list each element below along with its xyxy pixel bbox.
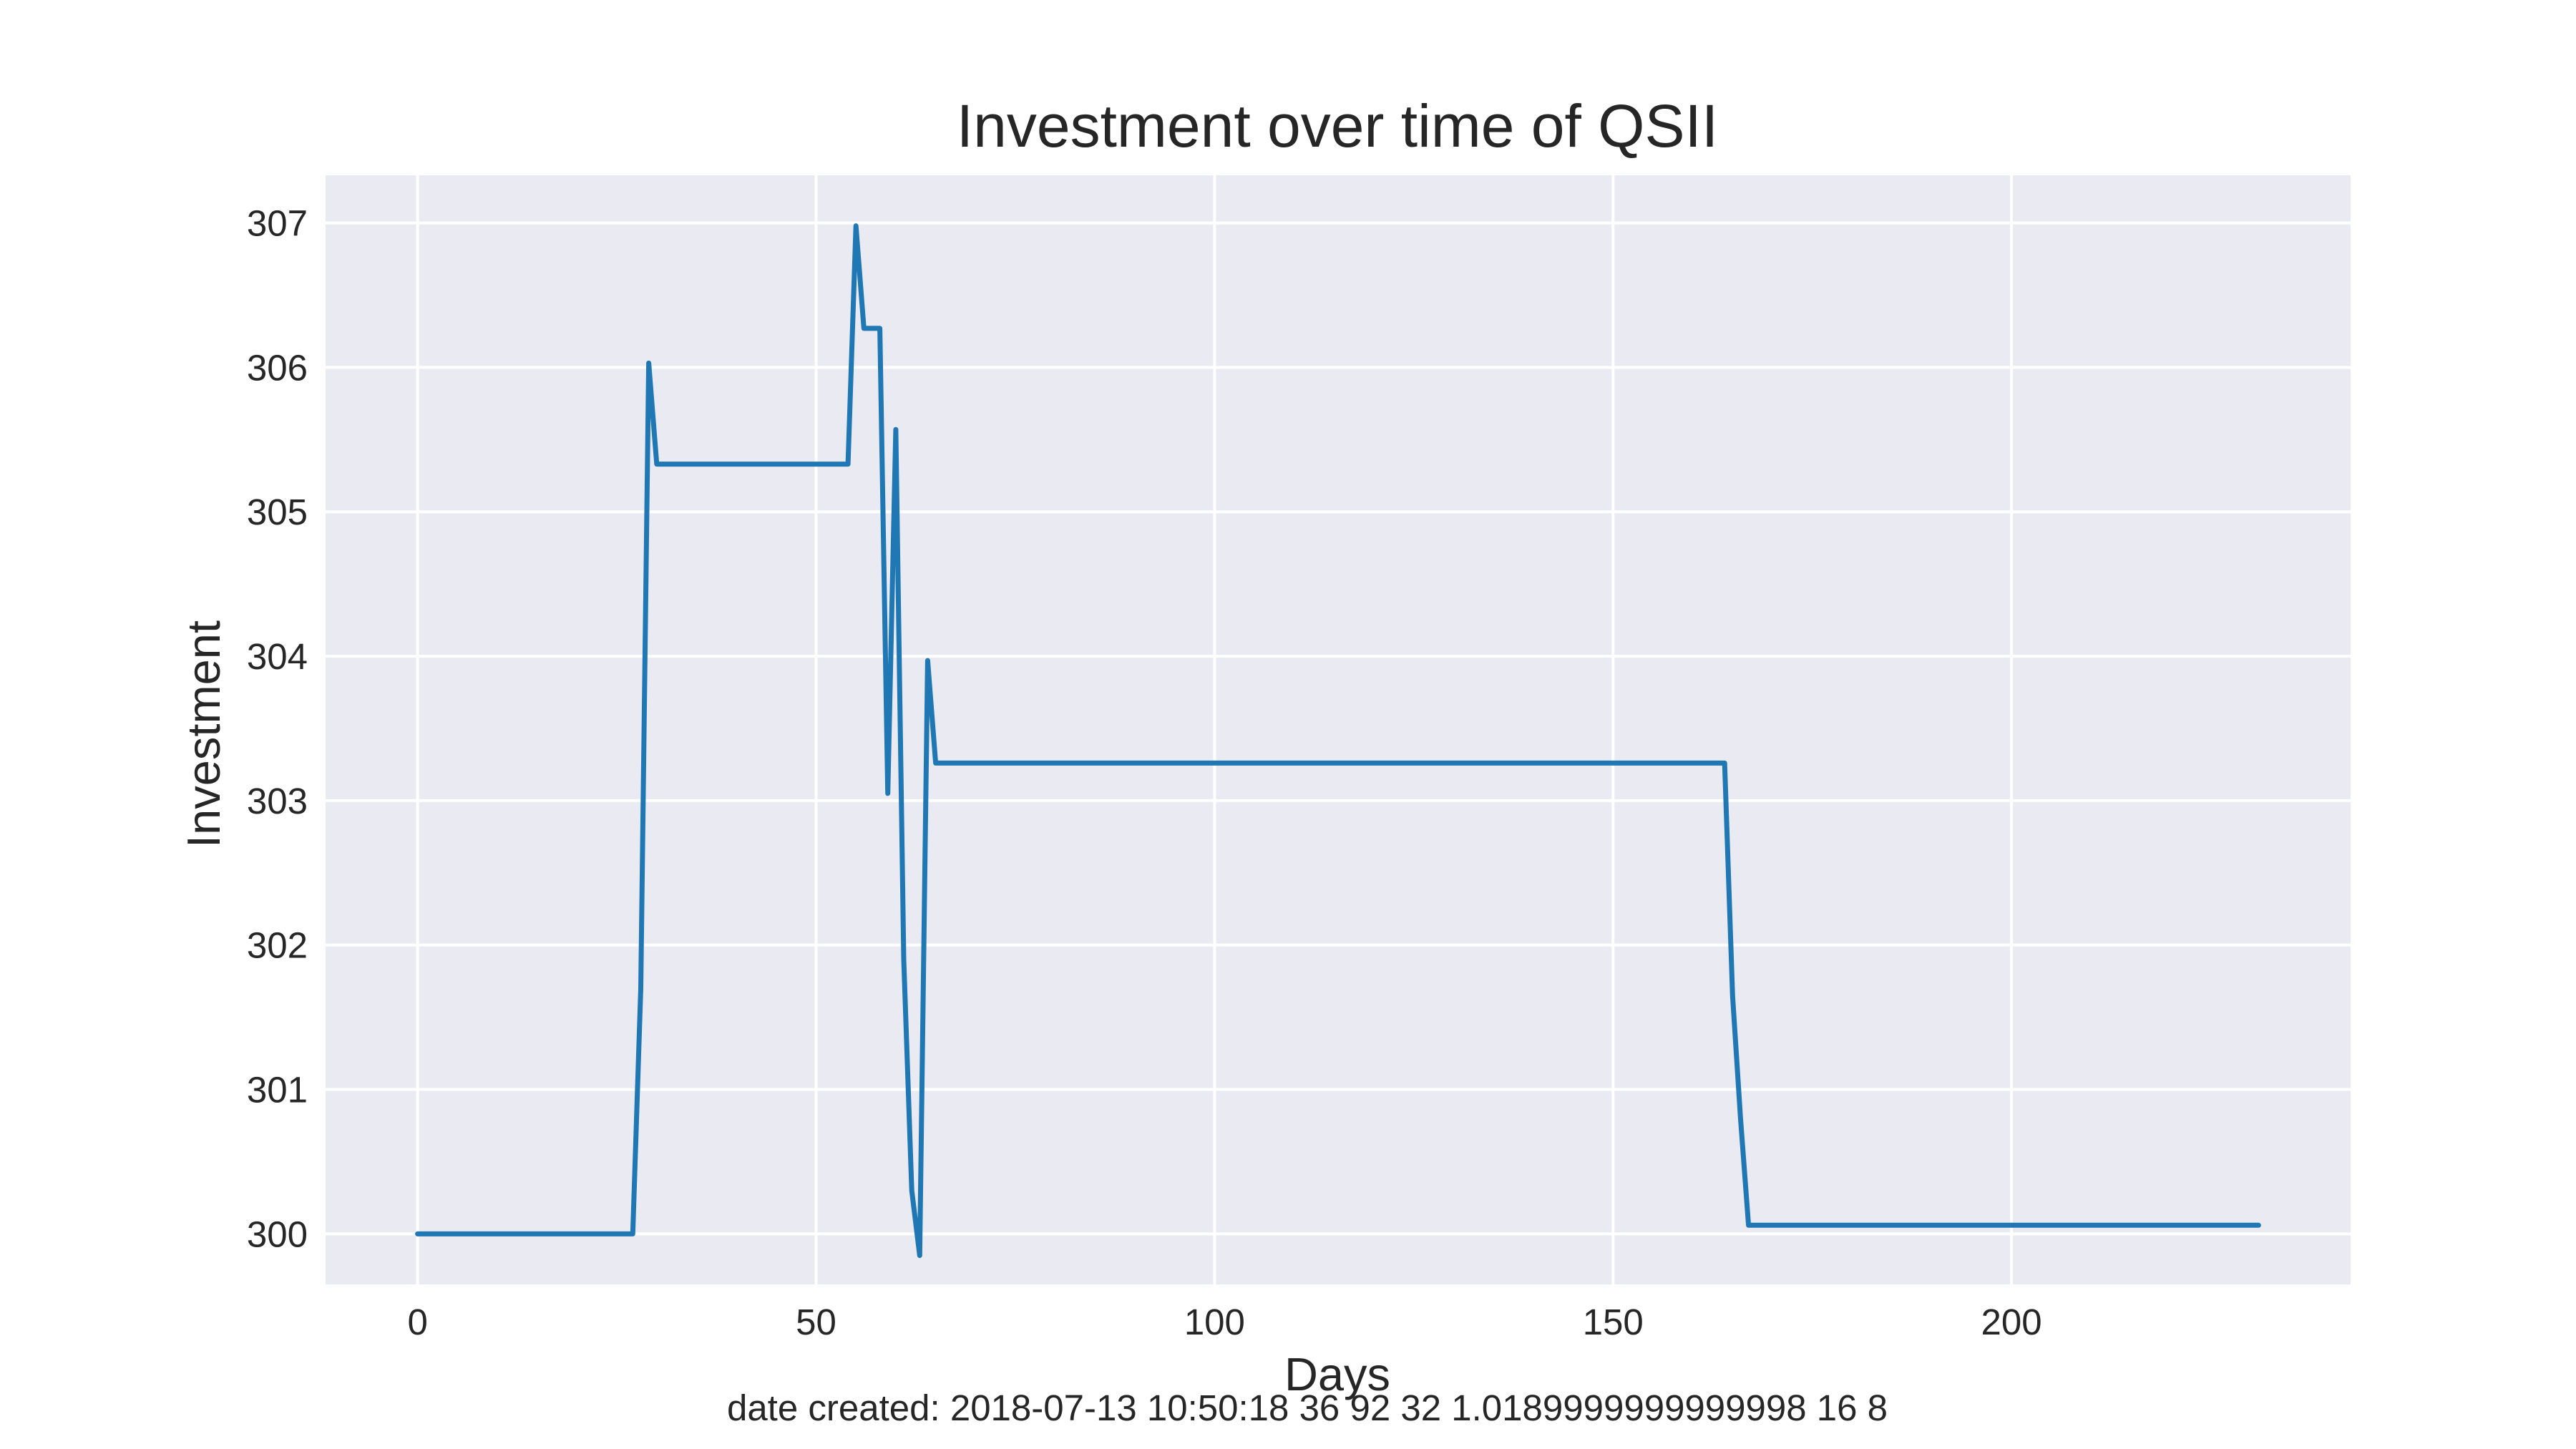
- y-tick-label: 307: [247, 203, 308, 244]
- x-tick-label: 50: [796, 1302, 836, 1342]
- y-tick-labels: 300 301 302 303 304 305 306 307: [247, 203, 308, 1255]
- y-gridlines: [326, 221, 2351, 1236]
- x-gridlines: [416, 175, 2014, 1284]
- x-tick-label: 100: [1184, 1302, 1245, 1342]
- y-axis-label: Investment: [177, 620, 230, 848]
- x-tick-labels: 0 50 100 150 200: [407, 1302, 2041, 1342]
- x-tick-label: 150: [1583, 1302, 1644, 1342]
- y-tick-label: 302: [247, 925, 308, 966]
- date-created-footer: date created: 2018-07-13 10:50:18 36 92 …: [727, 1387, 1888, 1428]
- x-tick-label: 200: [1981, 1302, 2042, 1342]
- plot-area: [326, 175, 2351, 1284]
- y-tick-label: 300: [247, 1214, 308, 1254]
- y-tick-label: 305: [247, 492, 308, 532]
- series-line: [415, 223, 2261, 1259]
- y-tick-label: 304: [247, 636, 308, 677]
- chart-title: Investment over time of QSII: [957, 92, 1718, 160]
- y-tick-label: 303: [247, 781, 308, 821]
- series-layer: [415, 223, 2261, 1259]
- x-axis-label: Days: [1284, 1348, 1390, 1400]
- y-tick-label: 301: [247, 1070, 308, 1111]
- x-tick-label: 0: [407, 1302, 427, 1342]
- y-tick-label: 306: [247, 347, 308, 388]
